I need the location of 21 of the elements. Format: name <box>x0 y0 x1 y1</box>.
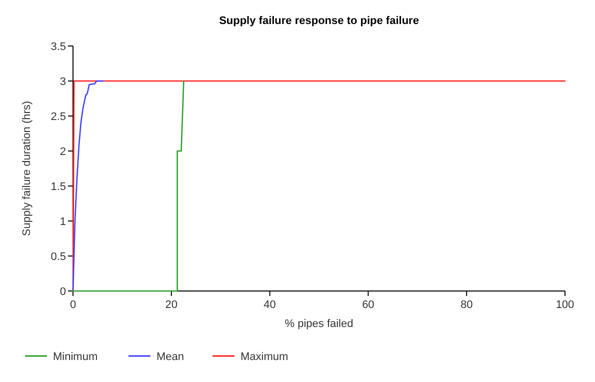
x-tick-label: 0 <box>70 299 76 311</box>
y-tick-label: 0 <box>60 286 66 298</box>
x-tick-label: 60 <box>362 299 374 311</box>
legend-label: Mean <box>156 351 184 363</box>
legend-label: Maximum <box>240 351 288 363</box>
y-tick-label: 1 <box>60 216 66 228</box>
x-tick-label: 40 <box>264 299 276 311</box>
x-tick-label: 20 <box>165 299 178 311</box>
line-series <box>72 80 104 292</box>
y-tick-label: 3 <box>60 76 66 88</box>
x-axis-title: % pipes failed <box>284 318 354 330</box>
y-tick-label: 1.5 <box>50 181 66 193</box>
chart-title: Supply failure response to pipe failure <box>219 15 419 27</box>
x-tick-label: 100 <box>556 299 574 311</box>
y-axis-title: Supply failure duration (hrs) <box>21 100 33 236</box>
y-tick-label: 3.5 <box>50 41 66 53</box>
x-tick-label: 80 <box>460 299 473 311</box>
y-tick-label: 2 <box>60 146 66 158</box>
legend-label: Minimum <box>53 351 98 363</box>
y-tick-label: 0.5 <box>50 251 66 263</box>
y-tick-label: 2.5 <box>50 111 66 123</box>
